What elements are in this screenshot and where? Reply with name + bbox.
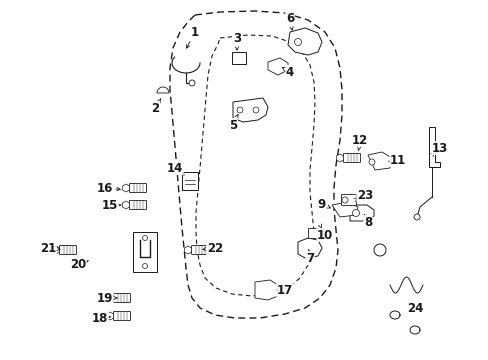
- Polygon shape: [297, 238, 321, 258]
- Text: 8: 8: [363, 216, 371, 229]
- Circle shape: [294, 39, 301, 45]
- FancyBboxPatch shape: [191, 246, 208, 255]
- Text: 7: 7: [305, 252, 313, 265]
- Text: 12: 12: [351, 134, 367, 147]
- Circle shape: [373, 244, 385, 256]
- Text: 23: 23: [356, 189, 372, 202]
- FancyBboxPatch shape: [133, 232, 157, 272]
- Circle shape: [413, 214, 419, 220]
- Text: 24: 24: [406, 302, 422, 315]
- Text: 19: 19: [97, 292, 113, 305]
- FancyBboxPatch shape: [129, 201, 146, 210]
- FancyBboxPatch shape: [129, 184, 146, 193]
- Text: 10: 10: [316, 229, 332, 242]
- Text: 5: 5: [228, 118, 237, 131]
- Text: 14: 14: [166, 162, 183, 175]
- Circle shape: [142, 264, 147, 269]
- Polygon shape: [254, 280, 278, 300]
- Circle shape: [368, 159, 374, 165]
- Polygon shape: [428, 127, 439, 167]
- Polygon shape: [267, 58, 287, 75]
- Polygon shape: [367, 152, 391, 170]
- Circle shape: [341, 197, 347, 203]
- FancyBboxPatch shape: [113, 293, 130, 302]
- Text: 11: 11: [389, 153, 406, 166]
- Wedge shape: [157, 87, 169, 93]
- Circle shape: [252, 107, 259, 113]
- Polygon shape: [331, 202, 357, 217]
- Circle shape: [352, 210, 359, 216]
- Text: 18: 18: [92, 311, 108, 324]
- Polygon shape: [287, 28, 321, 55]
- Circle shape: [237, 107, 243, 113]
- FancyBboxPatch shape: [343, 153, 360, 162]
- Text: 2: 2: [151, 102, 159, 114]
- Circle shape: [189, 80, 195, 86]
- Text: 21: 21: [40, 242, 56, 255]
- FancyBboxPatch shape: [60, 246, 76, 255]
- Text: 4: 4: [285, 66, 293, 78]
- FancyBboxPatch shape: [307, 228, 323, 238]
- Polygon shape: [349, 205, 373, 221]
- Circle shape: [142, 235, 147, 240]
- Text: 1: 1: [190, 26, 199, 39]
- Text: 6: 6: [285, 12, 293, 24]
- FancyBboxPatch shape: [341, 194, 356, 206]
- FancyBboxPatch shape: [113, 311, 130, 320]
- Text: 15: 15: [102, 198, 118, 212]
- Text: 3: 3: [232, 32, 241, 45]
- Text: 20: 20: [70, 258, 86, 271]
- Text: 13: 13: [431, 141, 447, 154]
- Text: 17: 17: [276, 284, 292, 297]
- Polygon shape: [232, 98, 267, 122]
- Text: 9: 9: [317, 198, 325, 211]
- FancyBboxPatch shape: [182, 172, 198, 190]
- Text: 16: 16: [97, 181, 113, 194]
- FancyBboxPatch shape: [231, 52, 245, 64]
- Text: 22: 22: [206, 242, 223, 255]
